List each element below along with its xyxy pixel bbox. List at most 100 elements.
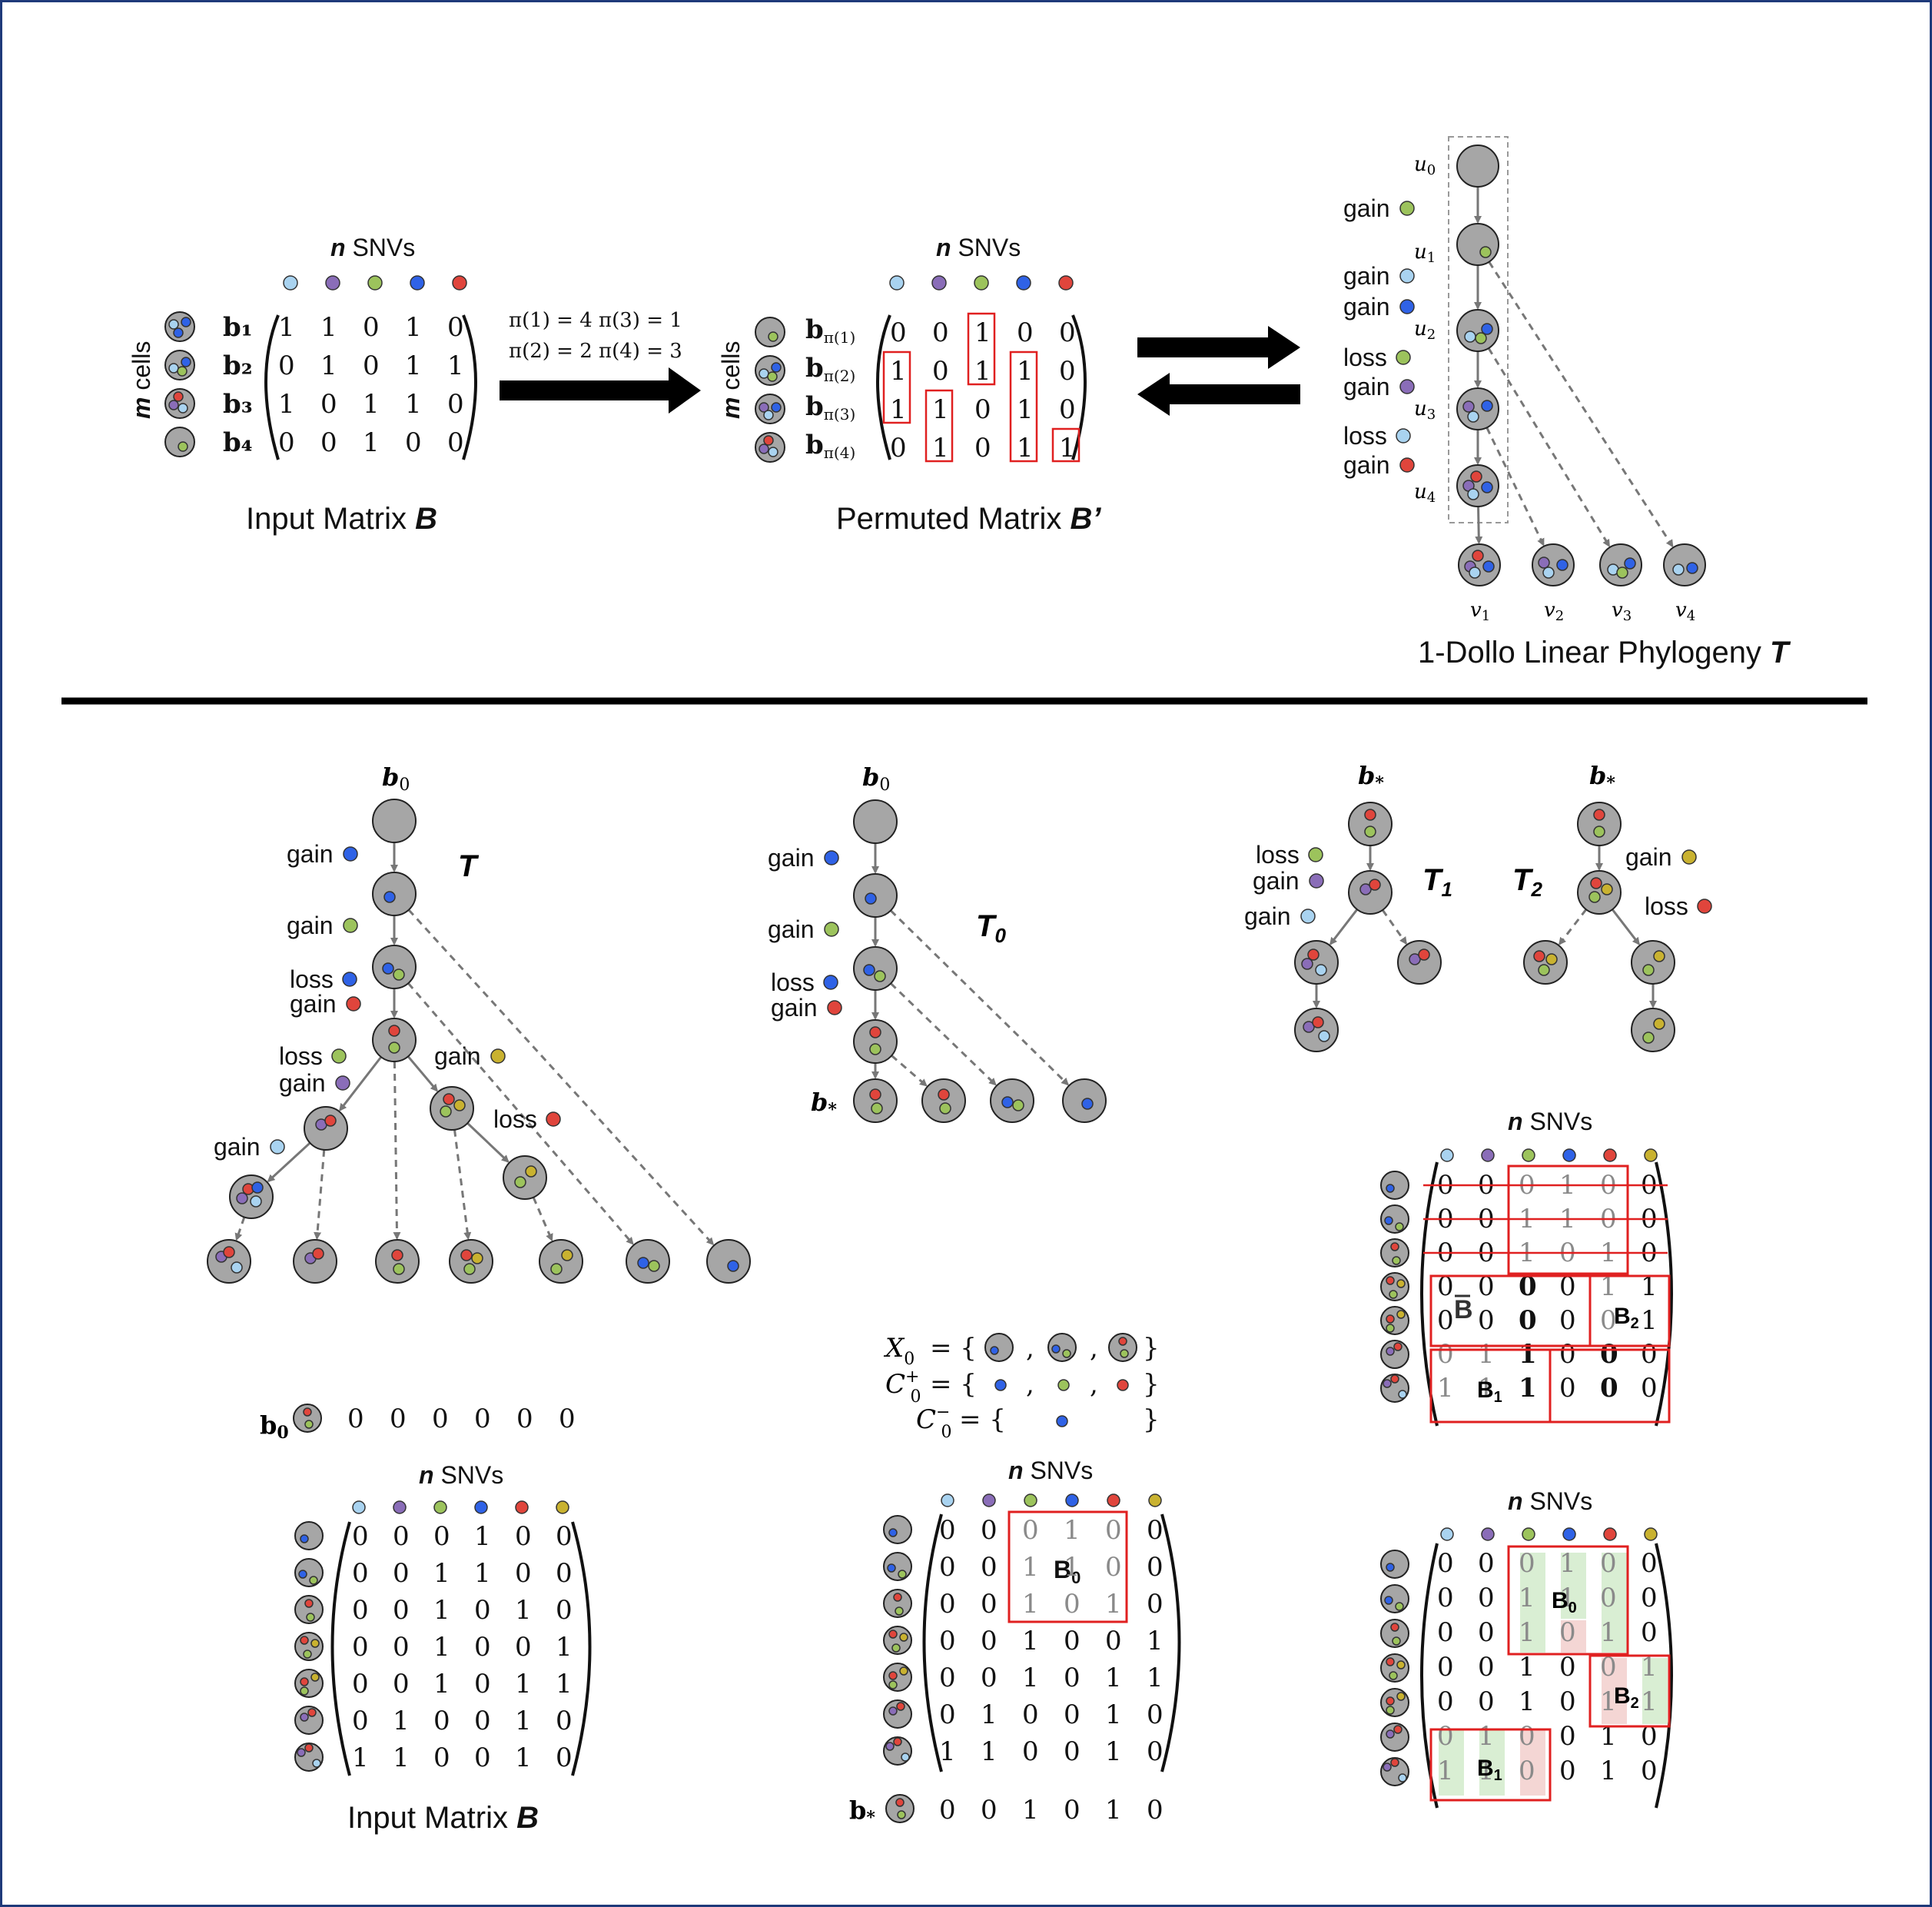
tree-node — [1348, 870, 1393, 915]
red-mutation-dot — [452, 275, 467, 291]
green-mutation-dot — [1522, 1527, 1535, 1541]
red-mutation-dot — [763, 435, 774, 446]
input-matrix-caption: Input Matrix — [246, 502, 415, 536]
b2-block — [1588, 1274, 1671, 1347]
red-mutation-dot — [1312, 1016, 1324, 1028]
solid-edge — [466, 1122, 510, 1163]
blue-mutation-dot — [383, 891, 396, 903]
cell-icon — [1380, 1550, 1409, 1579]
green-mutation-dot — [939, 1102, 951, 1115]
light-blue-mutation-dot — [178, 403, 188, 414]
b1-block — [1429, 1728, 1552, 1802]
light-blue-mutation-dot — [1469, 566, 1481, 579]
matrix-cell: 1 — [1437, 1373, 1454, 1404]
b0-value: 0 — [432, 1404, 449, 1434]
red-mutation-dot — [300, 1636, 309, 1645]
green-mutation-dot — [1588, 891, 1601, 903]
b0-value: 0 — [390, 1404, 407, 1434]
event-gain: gain — [1343, 262, 1390, 290]
spine-label: u2 — [1414, 317, 1436, 343]
dashed-edge — [234, 1216, 246, 1241]
blue-mutation-dot — [863, 964, 875, 976]
cell-icon — [755, 432, 785, 463]
b1-main: B — [1477, 1377, 1494, 1403]
matrix-cell: 0 — [1059, 317, 1076, 348]
matrix-cell: 0 — [515, 1558, 532, 1589]
bstar-value: 0 — [1064, 1795, 1081, 1826]
event-gain: gain — [214, 1133, 261, 1161]
permuted-caption-italic: B’ — [1071, 502, 1102, 536]
svg-text:n SNVs: n SNVs — [330, 234, 415, 261]
blue-mutation-dot — [990, 1346, 999, 1355]
matrix-cell: 1 — [1022, 1552, 1039, 1583]
matrix-cell: 1 — [433, 1632, 450, 1663]
matrix-cell: 0 — [1022, 1736, 1039, 1767]
cell-icon — [164, 311, 195, 342]
left-paren — [876, 314, 891, 460]
event-loss: loss — [1343, 422, 1387, 450]
leaf-label: v2 — [1544, 599, 1564, 624]
matrix-cell: 1 — [890, 356, 907, 387]
svg-text:Input Matrix B: Input Matrix B — [246, 502, 437, 536]
matrix-cell: 0 — [1437, 1617, 1454, 1648]
matrix-cell: 0 — [974, 433, 991, 463]
matrix-cell: 0 — [1437, 1548, 1454, 1579]
node-circle — [503, 1155, 547, 1200]
b1-sub: 1 — [1494, 1767, 1502, 1784]
red-mutation-dot — [893, 1593, 902, 1602]
matrix-cell: 1 — [1519, 1339, 1537, 1370]
leaf-label-main: v — [1675, 599, 1687, 622]
matrix-cell: 0 — [1437, 1652, 1454, 1683]
green-mutation-dot — [895, 1606, 904, 1616]
leaf-node — [1663, 543, 1706, 586]
b0-label: B0 — [1552, 1588, 1577, 1616]
matrix-cell: 1 — [1478, 1721, 1495, 1752]
matrix-cell: 0 — [1147, 1515, 1164, 1546]
blue-mutation-dot — [1384, 1216, 1393, 1225]
node-circle — [921, 1078, 966, 1123]
row-label: b₁ — [223, 312, 253, 343]
dashed-edge — [889, 909, 1070, 1086]
bstar-value: 0 — [939, 1795, 956, 1826]
node-circle — [1380, 1619, 1409, 1648]
node-circle — [1380, 1171, 1409, 1200]
matrix-cell: 1 — [515, 1743, 532, 1773]
green-mutation-dot — [393, 968, 405, 981]
red-mutation-dot — [460, 1249, 473, 1261]
matrix-cell: 1 — [393, 1706, 410, 1736]
row-label: b₂ — [223, 351, 253, 381]
light-blue-mutation-dot — [1399, 268, 1415, 284]
leaf-label-sub: 2 — [1555, 608, 1564, 624]
purple-mutation-dot — [1462, 400, 1475, 413]
green-mutation-dot — [388, 1042, 400, 1054]
bstar-value: 0 — [1147, 1795, 1164, 1826]
blue-mutation-dot — [994, 1379, 1007, 1391]
tree-node — [1631, 940, 1675, 985]
event-loss: loss — [1645, 892, 1688, 920]
snv-header: SNVs — [440, 1461, 503, 1489]
red-mutation-dot — [515, 1500, 529, 1514]
matrix-cell: 0 — [939, 1663, 956, 1693]
matrix-cell: 1 — [433, 1669, 450, 1699]
dashed-edge — [314, 1149, 326, 1241]
node-circle — [1631, 940, 1675, 985]
green-mutation-dot — [871, 1102, 883, 1115]
root-sub: * — [1375, 773, 1384, 793]
matrix-cell: 0 — [1559, 1339, 1576, 1370]
node-circle — [1599, 543, 1642, 586]
cell-icon — [294, 1632, 324, 1661]
svg-text:n SNVs: n SNVs — [936, 234, 1021, 261]
spine-label-sub: 4 — [1427, 490, 1436, 506]
matrix-cell: 1 — [1519, 1652, 1535, 1683]
blue-mutation-dot — [342, 972, 357, 987]
green-mutation-dot — [1395, 1222, 1404, 1231]
tree-events: gain loss — [1625, 843, 1712, 920]
purple-mutation-dot — [931, 275, 947, 291]
matrix-values: 0 0 1 0 01 0 1 1 01 1 0 1 00 1 0 1 1 — [890, 317, 1076, 463]
matrix-cell: 0 — [974, 394, 991, 425]
cell-icon — [883, 1626, 912, 1655]
matrix-cell: 1 — [556, 1632, 573, 1663]
olive-mutation-dot — [471, 1252, 483, 1264]
matrix-cell: 1 — [433, 1558, 450, 1589]
matrix-cell: 1 — [320, 351, 337, 381]
